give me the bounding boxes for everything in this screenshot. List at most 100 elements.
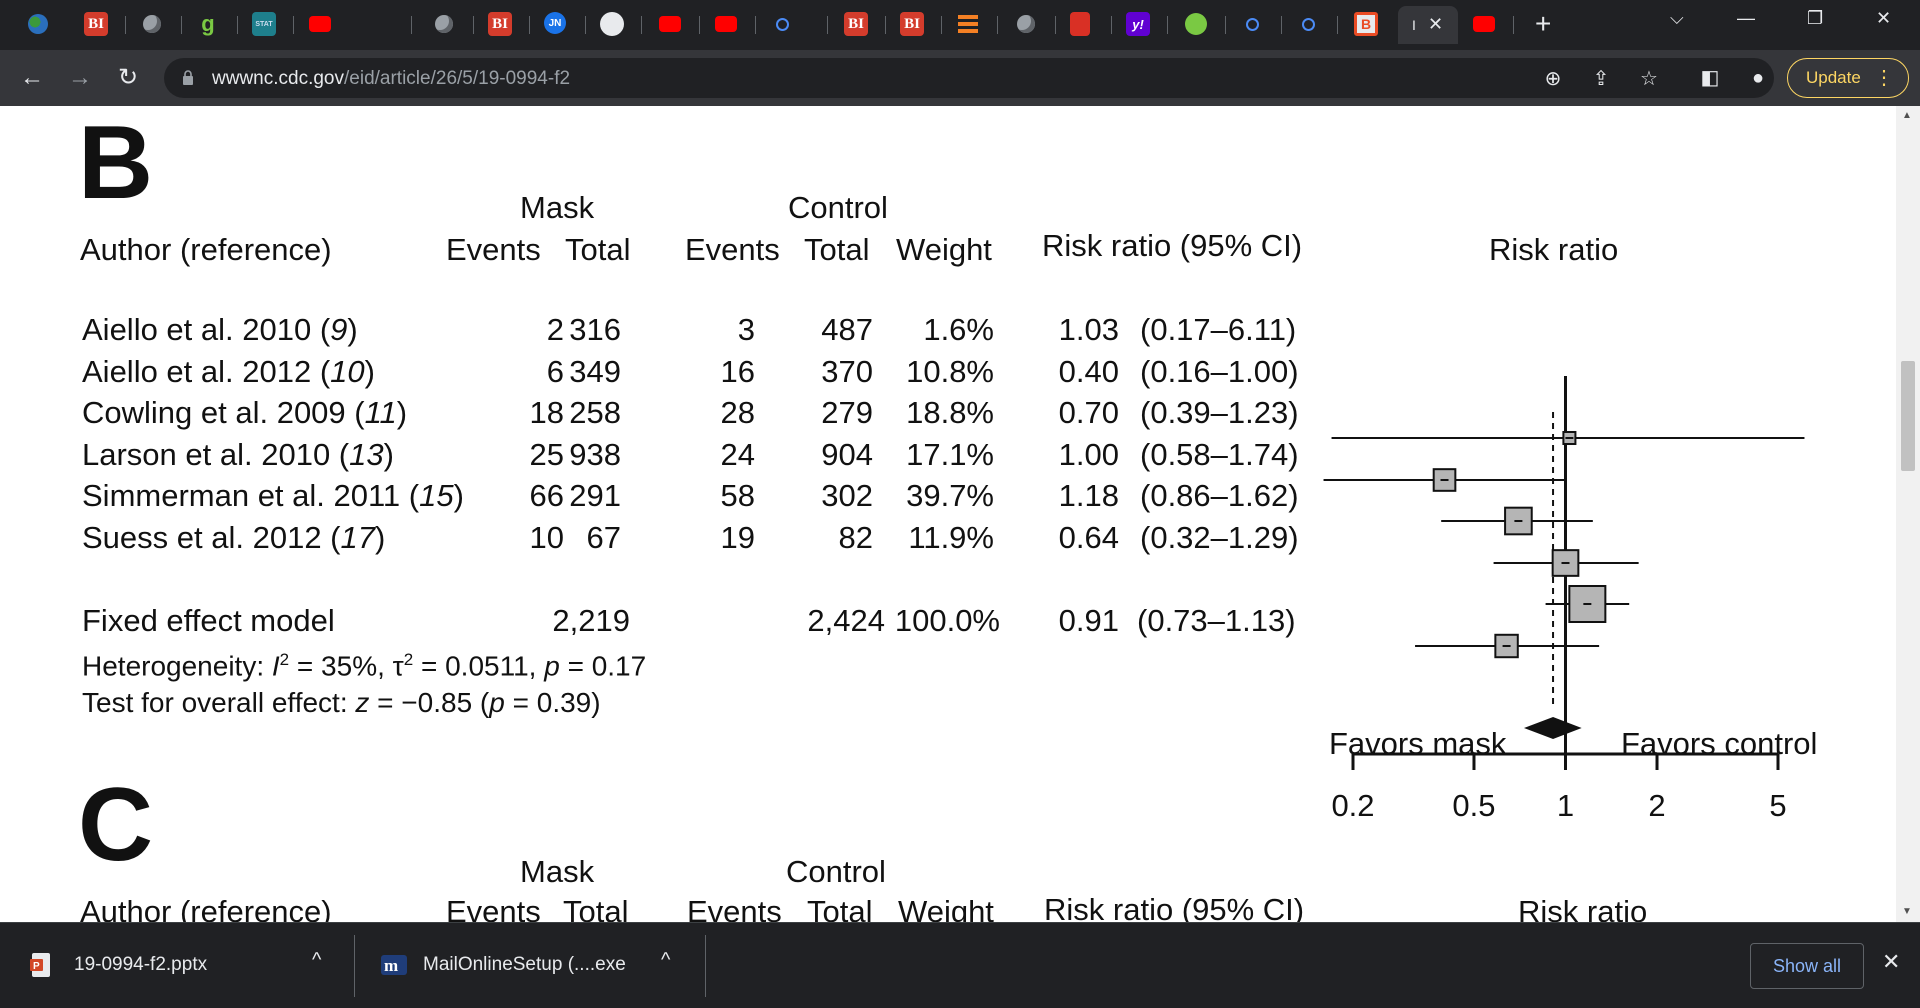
tab-earth[interactable] [12,6,62,44]
vertical-scrollbar[interactable]: ▲ ▼ [1896,106,1920,922]
tab-business-insider-4[interactable]: BI [886,6,942,44]
tab-stack[interactable] [942,6,998,44]
g-icon: g [201,11,215,36]
x-tick-label: 0.2 [1331,788,1375,823]
study-author-text: Larson et al. 2010 ( [82,437,350,472]
study-reference: 15 [419,478,454,513]
tab-globe[interactable] [126,6,182,44]
forward-icon[interactable]: → [68,64,92,91]
tab-stat[interactable]: STAT [238,6,294,44]
update-button[interactable]: Update ⋮ [1787,58,1909,98]
study-control-events: 16 [720,354,755,389]
url-text: wwwnc.cdc.gov/eid/article/26/5/19-0994-f… [212,68,570,90]
tab-search[interactable] [756,6,828,44]
scroll-up-icon[interactable]: ▲ [1902,110,1912,121]
tab-b[interactable]: B [1340,6,1396,44]
download-name: 19-0994-f2.pptx [74,954,208,975]
tab-search-2[interactable] [1226,6,1282,44]
tab-pt[interactable] [586,6,642,44]
tab-youtube-2[interactable] [644,6,700,44]
pooled-rr: 0.91 [1058,603,1119,638]
toolbar: ← → ↻ wwwnc.cdc.gov/eid/article/26/5/19-… [0,50,1920,106]
restore-icon[interactable]: ❐ [1807,8,1824,28]
study-mask-total: 938 [569,437,621,472]
tab-search-3[interactable] [1282,6,1338,44]
heterogeneity-i-sup: 2 [279,650,290,669]
scroll-down-icon[interactable]: ▼ [1902,906,1912,917]
study-reference: 17 [340,520,375,555]
study-mask-total: 349 [569,354,621,389]
tab-active[interactable]: I ✕ [1398,6,1458,44]
mask-group-header: Mask [520,190,595,225]
tab-youtube[interactable] [294,6,412,44]
youtube-icon [714,12,738,36]
globe-icon [432,12,456,36]
profile-icon[interactable]: ● [1751,67,1765,89]
tab-globe-3[interactable] [1000,6,1056,44]
bookmark-star-icon[interactable]: ☆ [1640,68,1658,90]
youtube-icon [658,12,682,36]
study-author-text: Aiello et al. 2012 ( [82,354,331,389]
window-close-icon[interactable]: ✕ [1876,8,1892,28]
search-icon [1296,12,1320,36]
earth-icon [26,12,50,36]
business-insider-icon: BI [900,12,924,36]
pooled-ci: (0.73–1.13) [1137,603,1296,638]
reload-icon[interactable]: ↻ [117,64,139,91]
control-group-header: Control [788,190,888,225]
back-icon[interactable]: ← [20,64,44,91]
study-author-close: ) [383,437,394,472]
chevron-up-icon[interactable]: ^ [661,949,671,971]
study-author-close: ) [396,395,408,430]
favors-control-label: Favors control [1621,726,1818,761]
tab-jn[interactable]: JN [530,6,586,44]
study-mask-events: 18 [529,395,564,430]
study-rr: 1.03 [1058,312,1119,347]
tab-yahoo[interactable]: y! [1112,6,1168,44]
new-tab-button[interactable]: + [1535,8,1552,39]
download-item-pptx[interactable]: P 19-0994-f2.pptx ^ [0,923,354,1008]
heterogeneity-tau: τ [392,650,404,682]
side-panel-icon[interactable]: ◧ [1700,67,1720,89]
address-bar[interactable]: wwwnc.cdc.gov/eid/article/26/5/19-0994-f… [164,58,1774,98]
c-mask-group-header: Mask [520,854,595,889]
study-control-total: 487 [821,312,873,347]
study-weight: 10.8% [906,354,994,389]
chevron-up-icon[interactable]: ^ [312,949,322,971]
tab-g[interactable]: g [182,6,238,44]
tab-business-insider[interactable]: BI [70,6,126,44]
study-mask-events: 2 [546,312,564,347]
scroll-thumb[interactable] [1901,361,1915,471]
study-author-close: ) [347,312,358,347]
tab-play[interactable] [1170,6,1226,44]
mask-total-header: Total [565,232,631,267]
c-plot-header: Risk ratio [1518,894,1648,922]
close-downloads-icon[interactable]: ✕ [1882,949,1901,974]
study-reference: 13 [349,437,384,472]
x-tick-label: 1 [1556,788,1575,823]
close-tab-icon[interactable]: ✕ [1428,14,1444,34]
tab-business-insider-3[interactable]: BI [830,6,886,44]
plot-header: Risk ratio [1489,232,1619,267]
c-author-column-header: Author (reference) [80,894,332,922]
tab-mic[interactable] [1056,6,1112,44]
tab-business-insider-2[interactable]: BI [474,6,530,44]
yahoo-icon: y! [1126,12,1150,36]
share-icon[interactable]: ⇪ [1592,68,1610,90]
business-insider-icon: BI [84,12,108,36]
heterogeneity-tau-sup: 2 [403,650,414,669]
tab-search-dropdown-icon[interactable]: ⌵ [1670,8,1684,28]
minimize-icon[interactable]: — [1737,8,1755,28]
tab-globe-2[interactable] [418,6,474,44]
show-all-button[interactable]: Show all [1750,943,1864,989]
zoom-icon[interactable]: ⊕ [1544,68,1562,90]
study-control-events: 3 [737,312,755,347]
study-control-events: 24 [720,437,755,472]
download-item-exe[interactable]: m MailOnlineSetup (....exe ^ [355,923,705,1008]
study-control-total: 370 [821,354,873,389]
tab-youtube-4[interactable] [1458,6,1514,44]
overall-effect-p-value: = 0.39) [504,687,601,718]
pooled-label: Fixed effect model [82,603,335,638]
tab-youtube-3[interactable] [700,6,756,44]
url-domain: wwwnc.cdc.gov [212,68,344,89]
